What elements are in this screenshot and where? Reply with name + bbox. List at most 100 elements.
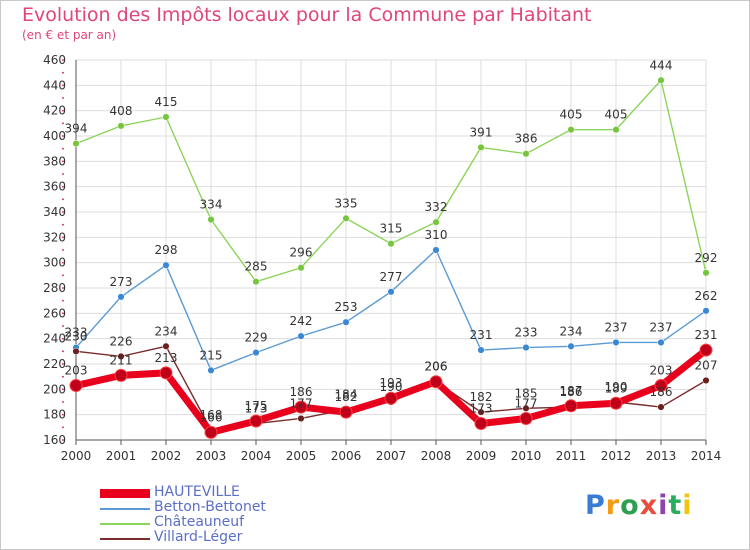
data-label: 334	[200, 198, 223, 212]
data-label: 186	[290, 385, 313, 399]
data-label: 408	[110, 104, 133, 118]
x-tick-label: 2007	[376, 449, 407, 463]
data-label: 405	[605, 108, 628, 122]
data-label: 229	[245, 331, 268, 345]
data-label: 226	[110, 334, 133, 348]
x-tick-label: 2005	[286, 449, 317, 463]
series-group	[69, 76, 713, 439]
x-tick-label: 2012	[601, 449, 632, 463]
data-label: 234	[560, 324, 583, 338]
point-Villard-Léger-2000	[72, 347, 80, 355]
x-tick-label: 2009	[466, 449, 497, 463]
point-Betton-Bettonet-2004	[252, 349, 260, 357]
data-label: 186	[560, 385, 583, 399]
data-label: 315	[380, 222, 403, 236]
point-Châteauneuf-2012	[612, 126, 620, 134]
y-tick-label: 180	[43, 408, 66, 422]
legend-swatch	[100, 538, 150, 540]
point-Villard-Léger-2013	[657, 403, 665, 411]
point-Châteauneuf-2013	[657, 76, 665, 84]
axes: 160 180 200 220 240 260 280 300 320 340 360 380 400 4…	[43, 53, 721, 463]
data-label: 207	[695, 358, 718, 372]
point-Châteauneuf-2004	[252, 278, 260, 286]
point-Villard-Léger-2005	[297, 414, 305, 423]
data-label: 190	[380, 380, 403, 394]
y-tick-label: 260	[43, 306, 66, 320]
data-label: 335	[335, 196, 358, 210]
data-label: 242	[290, 314, 313, 328]
point-HAUTEVILLE-2010	[519, 411, 533, 425]
point-HAUTEVILLE-2014	[699, 343, 713, 357]
y-tick-label: 160	[43, 433, 66, 447]
legend-swatch	[100, 508, 150, 510]
chart-title: Evolution des Impôts locaux pour la Comm…	[22, 4, 592, 26]
chart-subtitle: (en € et par an)	[22, 28, 117, 42]
y-tick-label: 360	[43, 180, 66, 194]
point-HAUTEVILLE-2004	[249, 414, 263, 428]
point-Châteauneuf-2008	[432, 218, 440, 226]
point-Betton-Bettonet-2007	[387, 288, 395, 296]
proxiti-logo: Proxiti	[585, 490, 693, 521]
logo-letter: i	[658, 490, 669, 521]
data-label: 182	[335, 390, 358, 404]
point-HAUTEVILLE-2007	[384, 391, 398, 405]
x-tick-label: 2003	[196, 449, 227, 463]
y-tick-label: 460	[43, 53, 66, 67]
y-tick-label: 420	[43, 104, 66, 118]
point-Betton-Bettonet-2010	[522, 343, 530, 352]
data-label: 193	[380, 376, 403, 390]
data-label: 231	[695, 328, 718, 342]
point-Betton-Bettonet-2003	[207, 366, 215, 374]
y-tick-label: 200	[43, 382, 66, 396]
point-Châteauneuf-2005	[297, 264, 305, 272]
point-Betton-Bettonet-2012	[612, 338, 620, 347]
data-label: 233	[515, 326, 538, 340]
x-tick-label: 2000	[61, 449, 92, 463]
y-tick-label: 220	[43, 357, 66, 371]
logo-letter: t	[668, 490, 683, 521]
data-label: 230	[65, 329, 88, 343]
point-HAUTEVILLE-2012	[609, 396, 623, 410]
data-label: 185	[515, 386, 538, 400]
data-label: 237	[605, 320, 628, 334]
point-Châteauneuf-2001	[117, 122, 125, 130]
data-label: 177	[290, 396, 313, 410]
legend-swatch	[100, 489, 150, 498]
y-tick-label: 400	[43, 129, 66, 143]
data-label: 285	[245, 260, 268, 274]
point-Villard-Léger-2009	[477, 408, 485, 416]
legend-label: Betton-Bettonet	[154, 499, 266, 515]
data-label: 292	[695, 251, 718, 265]
data-label: 273	[110, 275, 133, 289]
legend-label: HAUTEVILLE	[154, 484, 240, 500]
x-tick-label: 2008	[421, 449, 452, 463]
y-tick-label: 380	[43, 154, 66, 168]
point-Châteauneuf-2011	[567, 126, 575, 134]
data-label: 182	[470, 390, 493, 404]
y-tick-label: 440	[43, 78, 66, 92]
data-label: 277	[380, 270, 403, 284]
data-label: 206	[425, 360, 448, 374]
x-tick-label: 2010	[511, 449, 542, 463]
point-Betton-Bettonet-2009	[477, 346, 485, 354]
data-label: 386	[515, 132, 538, 146]
point-Betton-Bettonet-2013	[657, 338, 665, 347]
data-label: 186	[650, 385, 673, 399]
point-Châteauneuf-2007	[387, 240, 395, 248]
point-HAUTEVILLE-2001	[114, 368, 128, 382]
point-Betton-Bettonet-2014	[702, 307, 710, 315]
point-HAUTEVILLE-2008	[429, 375, 443, 389]
point-Betton-Bettonet-2001	[117, 293, 125, 301]
x-tick-label: 2004	[241, 449, 272, 463]
data-label: 231	[470, 328, 493, 342]
x-tick-label: 2014	[691, 449, 722, 463]
data-label: 190	[605, 380, 628, 394]
data-label: 391	[470, 125, 493, 139]
point-Villard-Léger-2010	[522, 404, 530, 412]
data-label: 332	[425, 200, 448, 214]
logo-letter: o	[620, 490, 640, 521]
x-tick-label: 2006	[331, 449, 362, 463]
point-Villard-Léger-2014	[702, 376, 710, 385]
legend-label: Châteauneuf	[154, 514, 245, 530]
